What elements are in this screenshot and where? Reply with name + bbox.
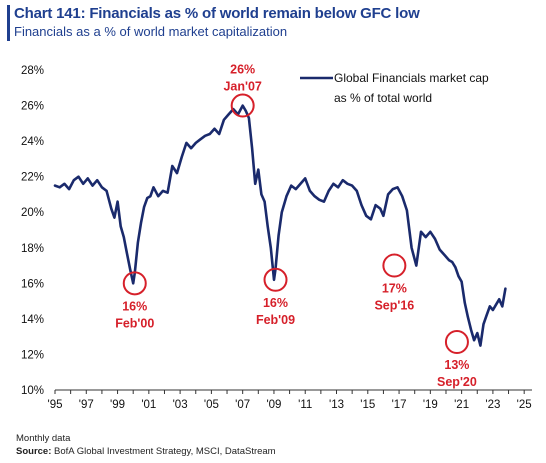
x-tick-label: '01 xyxy=(141,399,156,411)
x-tick-label: '03 xyxy=(173,399,188,411)
line-chart: 10% 12% 14% 16% 18% 20% 22% 24% 26% 28% '95 '97 '99 '… xyxy=(21,63,532,411)
annotation-value-label: 13% xyxy=(444,358,469,372)
annotation-circle xyxy=(230,93,255,118)
footer-source: Source: BofA Global Investment Strategy,… xyxy=(16,445,276,458)
chart-header: Chart 141: Financials as % of world rema… xyxy=(14,4,534,40)
y-tick-label: 28% xyxy=(21,65,44,77)
chart-footer: Monthly data Source: BofA Global Investm… xyxy=(16,432,276,458)
annotation-circle xyxy=(444,330,469,354)
x-tick-label: '23 xyxy=(485,399,500,411)
x-tick-label: '97 xyxy=(79,399,94,411)
chart-subtitle: Financials as a % of world market capita… xyxy=(14,24,288,39)
x-tick-label: '95 xyxy=(48,399,63,411)
x-tick-label: '99 xyxy=(110,399,125,411)
x-tick-label: '11 xyxy=(298,399,312,411)
source-label: Source: xyxy=(16,446,52,457)
chart-title: Chart 141: Financials as % of world rema… xyxy=(14,5,420,22)
footer-note: Monthly data xyxy=(16,433,71,444)
annotation-date-label: Sep'20 xyxy=(437,375,477,389)
x-tick-label: '07 xyxy=(235,399,250,411)
x-tick-label: '21 xyxy=(454,399,469,411)
annotation-circle xyxy=(382,253,407,278)
y-tick-label: 20% xyxy=(21,207,44,219)
y-tick-label: 22% xyxy=(21,172,44,184)
source-text: BofA Global Investment Strategy, MSCI, D… xyxy=(54,446,276,457)
legend-label: Global Financials market cap xyxy=(334,71,489,85)
x-tick-label: '19 xyxy=(423,399,438,411)
annotation-value-label: 17% xyxy=(382,282,407,296)
annotation-date-label: Sep'16 xyxy=(374,299,414,313)
y-tick-label: 12% xyxy=(21,349,44,361)
y-tick-label: 26% xyxy=(21,101,44,113)
y-tick-label: 16% xyxy=(21,278,44,290)
y-tick-label: 10% xyxy=(21,385,44,397)
annotation-date-label: Feb'09 xyxy=(256,313,295,327)
x-tick-label: '15 xyxy=(360,399,375,411)
annotation-circle xyxy=(122,271,147,296)
y-tick-label: 14% xyxy=(21,314,44,326)
x-tick-label: '17 xyxy=(392,399,407,411)
annotation-date-label: Feb'00 xyxy=(115,316,154,330)
y-tick-label: 18% xyxy=(21,243,44,255)
legend-label: as % of total world xyxy=(334,91,432,105)
x-tick-label: '09 xyxy=(266,399,281,411)
annotation-value-label: 16% xyxy=(122,299,147,313)
annotation-date-label: Jan'07 xyxy=(223,80,261,94)
annotation-circle xyxy=(263,267,288,292)
title-accent-bar xyxy=(7,5,10,41)
x-tick-label: '13 xyxy=(329,399,344,411)
annotation-value-label: 16% xyxy=(263,296,288,310)
x-tick-label: '05 xyxy=(204,399,219,411)
x-tick-label: '25 xyxy=(517,399,532,411)
y-tick-label: 24% xyxy=(21,136,44,148)
annotation-value-label: 26% xyxy=(230,63,255,77)
